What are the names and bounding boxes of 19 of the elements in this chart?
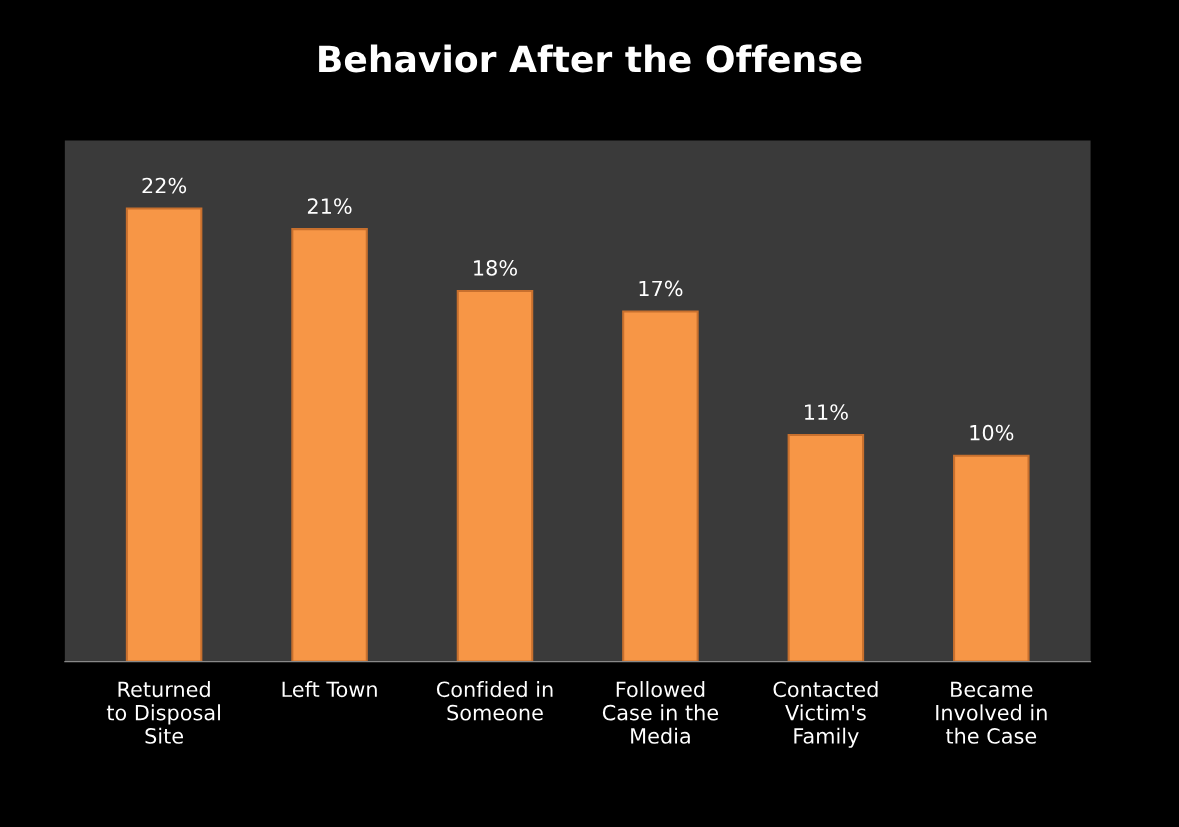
data-label: 11% xyxy=(805,404,848,420)
bar xyxy=(125,207,203,662)
data-label: 10% xyxy=(970,424,1014,441)
chart-title: Behavior After the Offense xyxy=(319,44,862,73)
x-tick-label: Left Town xyxy=(282,681,377,698)
data-label: 17% xyxy=(639,280,683,297)
x-tick-label: Became Involved in the Case xyxy=(936,681,1047,744)
x-tick-label: Confided in Someone xyxy=(436,681,553,721)
bar xyxy=(622,310,699,662)
bar xyxy=(291,228,368,662)
bar xyxy=(456,289,534,662)
x-tick-label: Returned to Disposal Site xyxy=(106,681,220,744)
bar xyxy=(953,454,1030,662)
data-label: 18% xyxy=(474,260,517,276)
data-label: 21% xyxy=(307,198,352,214)
x-tick-label: Contacted Victim's Family xyxy=(773,681,878,748)
x-tick-label: Followed Case in the Media xyxy=(602,681,719,744)
bar xyxy=(787,434,865,662)
data-label: 22% xyxy=(142,177,187,194)
